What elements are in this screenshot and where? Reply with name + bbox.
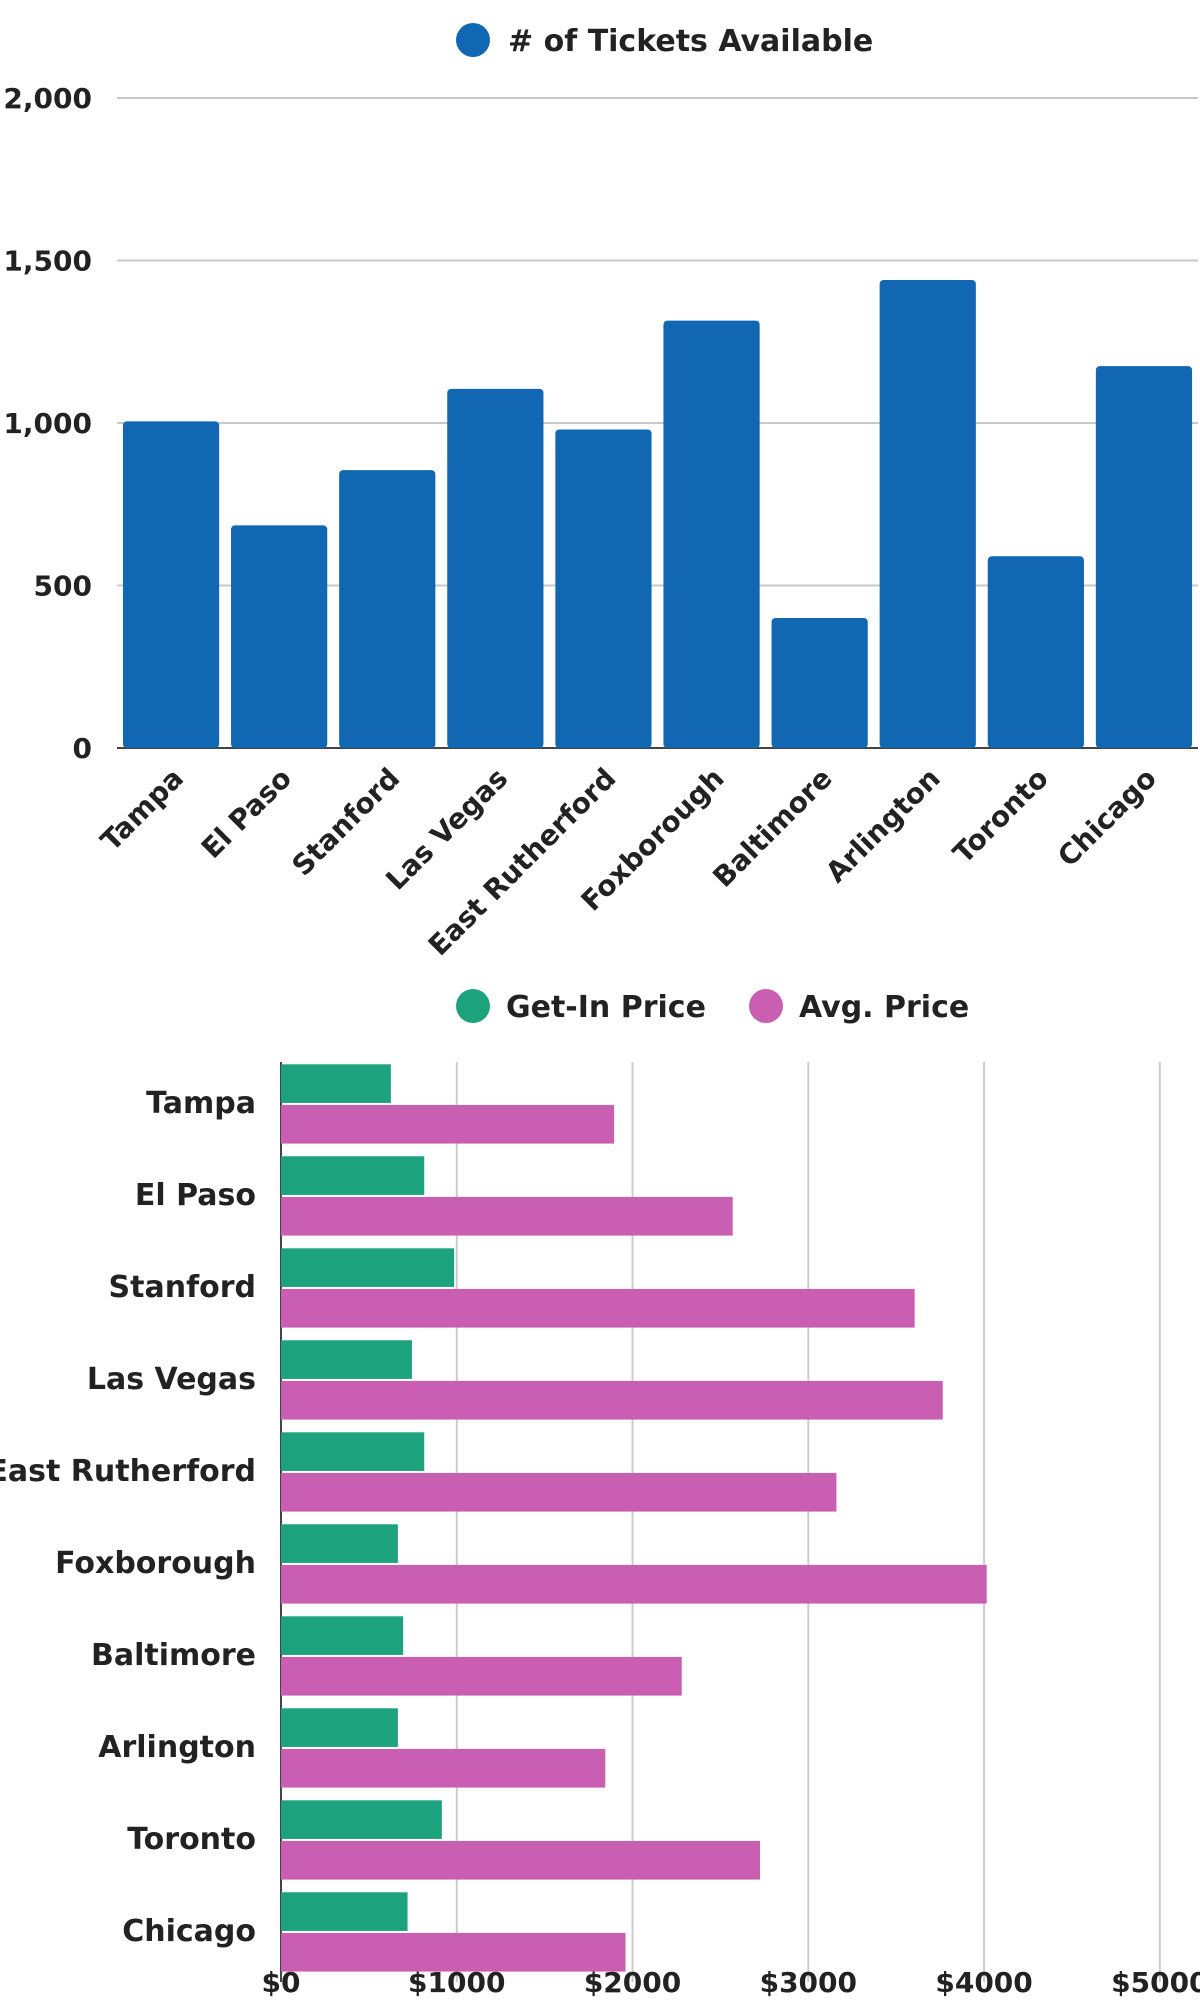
bar xyxy=(281,1800,442,1839)
x-tick-label: $5000 xyxy=(1111,1966,1200,1999)
bar xyxy=(281,1616,404,1655)
price-bar-chart: Get-In Price Avg. Price$0 $1000 $2000 $3000 $… xyxy=(0,989,1200,1999)
legend-swatch-avg xyxy=(749,989,783,1023)
bar xyxy=(339,470,436,748)
x-tick-label: Arlington xyxy=(819,762,946,889)
bar xyxy=(122,421,220,748)
bar xyxy=(281,1564,987,1604)
bar xyxy=(281,1104,615,1144)
y-tick-label: 0 xyxy=(73,732,92,765)
bar xyxy=(281,1340,412,1379)
bar xyxy=(555,429,652,748)
y-tick-label: Stanford xyxy=(109,1270,256,1305)
y-tick-label: East Rutherford xyxy=(0,1454,256,1489)
legend-swatch-tickets xyxy=(456,23,490,57)
y-tick-label: 1,000 xyxy=(3,407,92,440)
bar xyxy=(281,1156,425,1195)
bar xyxy=(771,618,868,748)
bar xyxy=(987,556,1084,748)
bar xyxy=(281,1932,626,1972)
bar xyxy=(281,1708,398,1747)
bar xyxy=(281,1380,943,1420)
legend-label-get-in: Get-In Price xyxy=(506,990,706,1025)
x-tick-label: El Paso xyxy=(195,762,298,865)
legend-swatch-get-in xyxy=(456,989,490,1023)
bar xyxy=(281,1656,682,1696)
bar xyxy=(281,1748,606,1788)
bar xyxy=(281,1432,425,1471)
x-tick-label: East Rutherford xyxy=(422,762,623,960)
bar xyxy=(1095,366,1193,748)
legend-label-tickets: # of Tickets Available xyxy=(508,24,873,59)
y-tick-label: El Paso xyxy=(135,1178,256,1213)
bar xyxy=(281,1892,408,1931)
bar xyxy=(281,1064,391,1103)
x-tick-label: $3000 xyxy=(760,1966,857,1999)
bar xyxy=(231,525,328,748)
bar xyxy=(281,1288,915,1328)
y-tick-label: Las Vegas xyxy=(87,1362,256,1397)
x-tick-label: Toronto xyxy=(946,762,1054,870)
tickets-bar-chart: # of Tickets Available 0 500 1,000 1,500 2,00… xyxy=(3,23,1198,960)
y-tick-label: 2,000 xyxy=(3,82,92,115)
legend: # of Tickets Available xyxy=(456,23,873,59)
y-tick-label: Chicago xyxy=(122,1914,256,1949)
bar xyxy=(447,388,544,748)
legend: Get-In Price Avg. Price xyxy=(456,989,969,1025)
bar xyxy=(281,1248,455,1287)
x-tick-label: Tampa xyxy=(94,762,190,858)
bar xyxy=(281,1472,837,1512)
legend-label-avg: Avg. Price xyxy=(799,990,969,1025)
x-tick-label: Chicago xyxy=(1051,762,1163,874)
y-tick-label: Arlington xyxy=(98,1730,256,1765)
y-tick-label: Baltimore xyxy=(91,1638,256,1673)
bar xyxy=(281,1840,760,1880)
x-tick-label: $4000 xyxy=(935,1966,1032,1999)
bar xyxy=(281,1196,733,1236)
bar xyxy=(879,280,976,748)
bar xyxy=(663,320,760,748)
y-tick-label: Tampa xyxy=(146,1086,256,1121)
y-tick-label: 500 xyxy=(34,570,92,603)
y-tick-label: Foxborough xyxy=(55,1546,256,1581)
bar xyxy=(281,1524,398,1563)
y-tick-label: Toronto xyxy=(127,1822,256,1857)
y-tick-label: 1,500 xyxy=(3,245,92,278)
